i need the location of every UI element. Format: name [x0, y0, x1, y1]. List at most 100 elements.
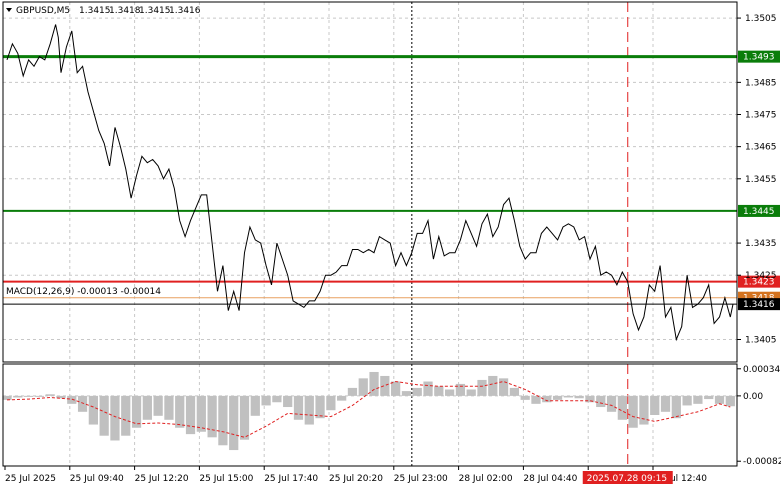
macd-bar: [585, 395, 595, 403]
macd-bar: [650, 395, 660, 415]
axes: 25 Jul 2025 25 Jul 09:40 25 Jul 12:20 25 Ju…: [4, 14, 781, 484]
x-tick-label: 28 Jul 04:40: [523, 474, 577, 484]
macd-bar: [542, 395, 552, 403]
y-tick-label: 1.3485: [745, 78, 777, 88]
macd-bar: [434, 386, 444, 396]
macd-bar: [293, 395, 304, 420]
macd-bar: [498, 378, 509, 396]
macd-bar: [88, 395, 98, 425]
macd-bar: [455, 383, 466, 396]
macd-bar: [347, 387, 358, 396]
macd-bar: [121, 395, 131, 436]
macd-bar: [196, 395, 206, 432]
x-tick-label: 25 Jul 09:40: [70, 474, 124, 484]
macd-bar: [315, 395, 325, 419]
macd-bar: [326, 395, 336, 411]
macd-bar: [56, 395, 66, 399]
ohlc-high: 1.3418: [109, 6, 141, 16]
macd-bar: [13, 395, 23, 398]
macd-bar: [77, 395, 88, 412]
level-badge: [738, 298, 780, 311]
symbol-header: GBPUSD,M5 1.3415 1.3418 1.3415 1.3416: [6, 6, 201, 16]
macd-bar: [628, 395, 638, 428]
macd-bar: [175, 395, 185, 428]
macd-bar: [444, 389, 455, 396]
dropdown-triangle-icon[interactable]: [6, 8, 12, 12]
macd-bar: [239, 395, 250, 440]
level-label: 1.3423: [743, 278, 775, 288]
price-series: [6, 24, 734, 342]
macd-bar: [563, 395, 573, 398]
macd-bar: [596, 395, 606, 408]
cursor-time-badge: [582, 471, 673, 484]
macd-bar: [283, 395, 293, 408]
macd-bar: [401, 391, 412, 396]
macd-bar: [369, 371, 379, 396]
y-tick-label: 1.3475: [745, 111, 777, 121]
macd-bar: [207, 395, 217, 438]
macd-bar: [272, 395, 282, 403]
macd-bar: [358, 378, 368, 396]
macd-bar: [704, 395, 714, 400]
macd-bar: [261, 395, 271, 406]
x-tick-label: 25 Jul 20:20: [329, 474, 383, 484]
macd-pane-frame: [2, 363, 738, 467]
y-tick-label: 1.3505: [745, 14, 777, 24]
ohlc-open: 1.3415: [79, 6, 111, 16]
macd-bar: [2, 395, 12, 400]
y-tick-label: 1.3465: [745, 143, 777, 153]
macd-bar: [671, 395, 681, 419]
ohlc-close: 1.3416: [169, 6, 201, 16]
macd-bar: [574, 395, 584, 399]
ohlc-low: 1.3415: [139, 6, 171, 16]
macd-tick-label: 0.00034: [743, 365, 780, 375]
price-line: [6, 24, 734, 342]
macd-bar: [682, 395, 692, 406]
x-tick-label: 25 Jul 2025: [5, 474, 56, 484]
macd-bar: [606, 395, 617, 412]
macd-bar: [488, 375, 498, 396]
macd-bar: [412, 387, 422, 396]
macd-bar: [142, 395, 152, 420]
macd-bar: [423, 381, 433, 396]
macd-bar: [520, 395, 530, 400]
macd-label: MACD(12,26,9) -0.00013 -0.00014: [6, 287, 161, 297]
y-tick-label: 1.3405: [745, 336, 777, 346]
level-label: 1.3416: [743, 300, 775, 310]
macd-bar: [45, 394, 55, 396]
macd-bar: [337, 395, 347, 401]
macd-bar: [552, 395, 563, 400]
y-tick-label: 1.3455: [745, 175, 777, 185]
macd-bar: [218, 395, 228, 446]
macd-tick-label: -0.00082: [743, 457, 781, 467]
macd-bar: [34, 395, 45, 397]
macd-bar: [380, 375, 390, 396]
x-tick-label: 25 Jul 15:00: [199, 474, 253, 484]
grid: [3, 2, 737, 466]
macd-panel: [2, 371, 737, 451]
macd-bar: [477, 379, 487, 396]
symbol-label: GBPUSD,M5: [16, 6, 70, 16]
level-badge: [738, 275, 780, 288]
level-label: 1.3445: [743, 207, 775, 217]
level-badge: [738, 204, 780, 217]
macd-bar: [229, 395, 239, 451]
macd-bar: [131, 395, 142, 428]
macd-bar: [714, 395, 725, 404]
macd-bar: [23, 395, 34, 397]
macd-bar: [153, 395, 163, 416]
macd-bar: [250, 395, 260, 416]
y-tick-label: 1.3435: [745, 239, 777, 249]
macd-bar: [304, 395, 314, 425]
macd-tick-label: 0.00: [743, 392, 763, 402]
y-tick-label: 1.3425: [745, 271, 777, 281]
main-pane-frame: [2, 1, 738, 363]
cursor-time-label: 2025.07.28 09:15: [587, 474, 667, 484]
macd-bar: [99, 395, 109, 436]
macd-bar: [466, 389, 476, 396]
x-tick-label: 28 Jul 12:40: [653, 474, 707, 484]
macd-bar: [110, 395, 120, 441]
